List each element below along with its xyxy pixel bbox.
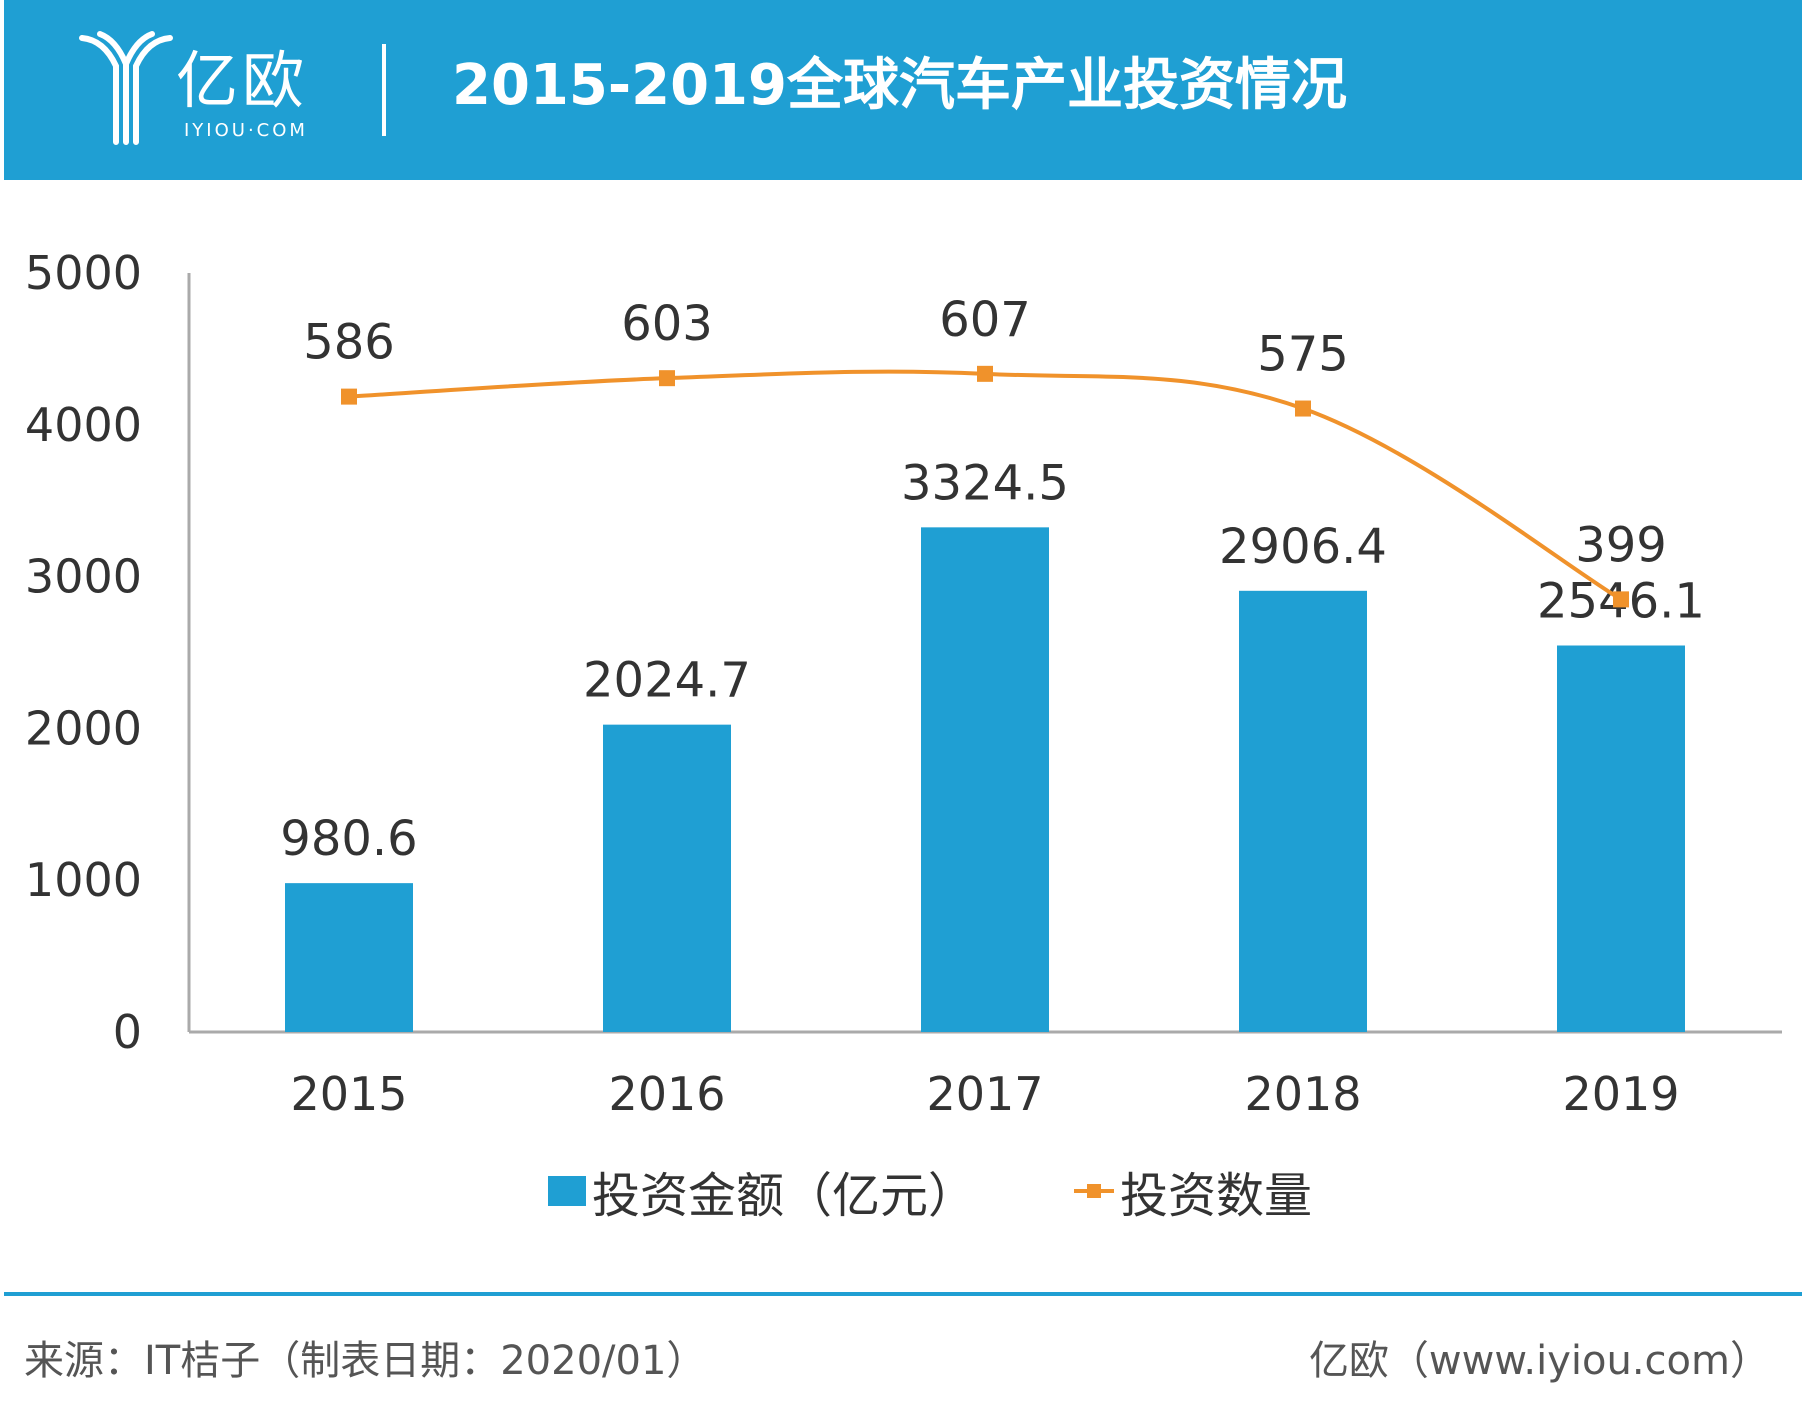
legend-line-label: 投资数量	[1120, 1168, 1313, 1224]
y-tick-label: 2000	[25, 701, 142, 755]
y-tick-label: 3000	[25, 550, 142, 604]
line-marker	[1295, 400, 1311, 417]
x-tick-label: 2017	[926, 1067, 1043, 1121]
logo-wordmark-cn: 亿欧	[176, 44, 309, 117]
header-divider	[382, 44, 386, 136]
line-marker	[977, 365, 993, 382]
logo-mark-icon	[79, 31, 173, 145]
y-axis-ticks: 0 1000 2000 3000 4000 5000	[25, 246, 142, 1059]
source-note: 来源：IT桔子（制表日期：2020/01）	[24, 1338, 707, 1384]
bar-series	[285, 527, 1685, 1032]
line-data-labels: 586 603 607 575 399	[303, 292, 1667, 574]
line-value-label: 586	[303, 315, 395, 371]
footer-divider	[4, 1292, 1802, 1296]
line-series-path	[348, 369, 1623, 602]
legend-bar-swatch	[548, 1176, 586, 1206]
line-marker	[341, 388, 357, 405]
page-title: 2015-2019全球汽车产业投资情况	[452, 53, 1347, 118]
bar	[1557, 645, 1685, 1032]
x-tick-label: 2019	[1562, 1067, 1679, 1121]
x-tick-label: 2015	[290, 1067, 407, 1121]
line-value-label: 399	[1575, 517, 1667, 573]
y-tick-label: 4000	[25, 398, 142, 452]
bar-value-label: 3324.5	[901, 455, 1069, 511]
bar-value-label: 980.6	[280, 811, 417, 867]
y-tick-label: 1000	[25, 853, 142, 907]
bar	[603, 724, 731, 1032]
y-tick-label: 5000	[25, 246, 142, 300]
bar	[1239, 590, 1367, 1032]
bar	[285, 883, 413, 1032]
line-markers	[341, 365, 1629, 608]
bar	[921, 527, 1049, 1032]
bar-value-label: 2024.7	[583, 653, 751, 709]
x-axis-ticks: 2015 2016 2017 2018 2019	[290, 1067, 1679, 1121]
logo-wordmark-en: IYIOU·COM	[184, 120, 308, 141]
legend: 投资金额（亿元） 投资数量	[0, 1158, 1806, 1224]
legend-item-bar: 投资金额（亿元）	[548, 1158, 976, 1224]
x-tick-label: 2018	[1244, 1067, 1361, 1121]
line-value-label: 575	[1257, 327, 1349, 383]
legend-line-swatch	[1074, 1176, 1114, 1206]
x-tick-label: 2016	[608, 1067, 725, 1121]
line-marker	[659, 370, 675, 387]
logo: 亿欧 IYIOU·COM	[76, 30, 326, 150]
line-marker	[1613, 591, 1629, 608]
bar-value-label: 2906.4	[1219, 519, 1387, 575]
legend-item-line: 投资数量	[1074, 1158, 1312, 1224]
line-value-label: 603	[621, 296, 713, 352]
legend-bar-label: 投资金额（亿元）	[592, 1168, 977, 1224]
y-tick-label: 0	[113, 1005, 142, 1059]
credit-note: 亿欧（www.iyiou.com）	[1308, 1338, 1770, 1384]
header-banner: 亿欧 IYIOU·COM 2015-2019全球汽车产业投资情况	[4, 0, 1802, 180]
line-value-label: 607	[939, 292, 1031, 348]
